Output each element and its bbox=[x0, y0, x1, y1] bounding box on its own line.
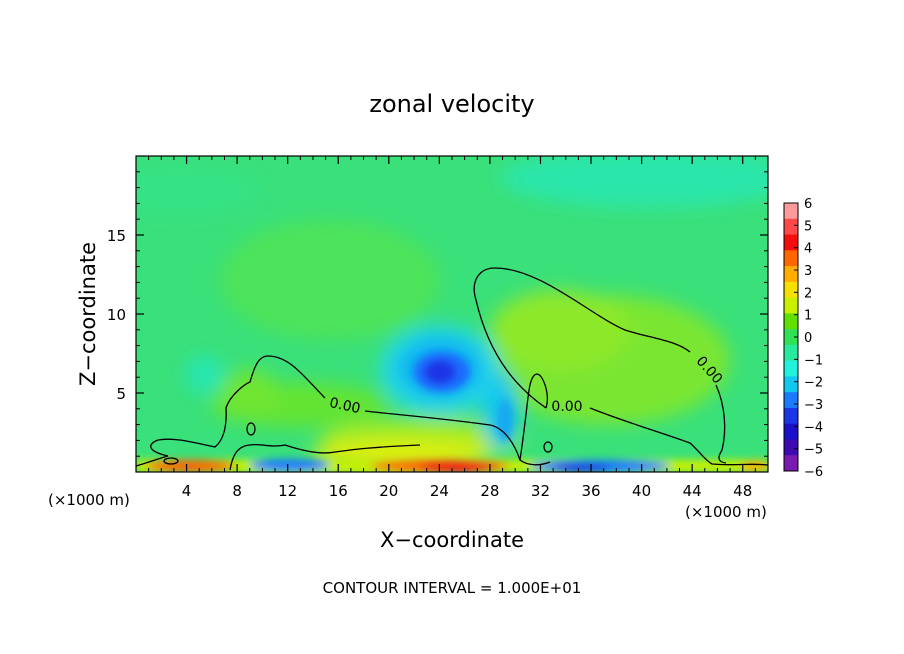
colorbar-swatch bbox=[784, 281, 798, 298]
chart-title: zonal velocity bbox=[369, 90, 534, 118]
colorbar-swatch bbox=[784, 360, 798, 377]
colorbar-tick-label: 5 bbox=[804, 219, 812, 234]
x-tick-label: 44 bbox=[683, 482, 702, 500]
colorbar-swatch bbox=[784, 423, 798, 440]
colorbar-swatch bbox=[784, 203, 798, 220]
x-tick-label: 4 bbox=[182, 482, 192, 500]
colorbar-swatch bbox=[784, 234, 798, 251]
colorbar-swatch bbox=[784, 313, 798, 330]
colorbar-tick-label: 6 bbox=[804, 197, 812, 212]
contour-label: 0.00 bbox=[551, 399, 582, 415]
x-tick-label: 16 bbox=[329, 482, 348, 500]
x-tick-label: 36 bbox=[581, 482, 600, 500]
contour-label: 0.00 bbox=[328, 395, 362, 417]
x-tick-label: 12 bbox=[278, 482, 297, 500]
colorbar-swatch bbox=[784, 455, 798, 472]
colorbar-swatch bbox=[784, 376, 798, 393]
colorbar-swatch bbox=[784, 266, 798, 283]
x-tick-label: 8 bbox=[232, 482, 242, 500]
x-tick-label: 20 bbox=[379, 482, 398, 500]
x-unit-left: (×1000 m) bbox=[48, 491, 130, 509]
colorbar-tick-label: −4 bbox=[804, 420, 823, 435]
x-tick-label: 40 bbox=[632, 482, 651, 500]
x-tick-label: 24 bbox=[430, 482, 449, 500]
colorbar-swatch bbox=[784, 218, 798, 235]
colorbar-tick-label: −3 bbox=[804, 398, 823, 413]
colorbar-swatch bbox=[784, 407, 798, 425]
colorbar-tick-label: 0 bbox=[804, 331, 812, 346]
colorbar-tick-label: 1 bbox=[804, 309, 812, 324]
x-axis: 4 8 12 16 20 24 28 32 36 40 44 48 bbox=[148, 156, 756, 500]
colorbar-tick-label: −2 bbox=[804, 376, 823, 391]
y-axis-title: Z−coordinate bbox=[76, 242, 100, 386]
x-axis-title: X−coordinate bbox=[380, 528, 524, 552]
x-tick-label: 28 bbox=[480, 482, 499, 500]
colorbar: 6 5 4 3 2 1 0 −1 −2 −3 −4 −5 −6 bbox=[783, 197, 823, 480]
colorbar-swatch bbox=[784, 297, 798, 314]
colorbar-tick-label: 2 bbox=[804, 286, 812, 301]
colorbar-swatch bbox=[784, 344, 798, 361]
y-axis: 5 10 15 bbox=[107, 171, 768, 457]
colorbar-tick-label: 4 bbox=[804, 242, 812, 257]
heatmap-field bbox=[136, 156, 768, 472]
y-tick-label: 10 bbox=[107, 306, 126, 324]
y-tick-label: 5 bbox=[116, 385, 126, 403]
colorbar-swatch bbox=[784, 392, 798, 409]
colorbar-swatch bbox=[784, 329, 798, 346]
x-tick-label: 48 bbox=[733, 482, 752, 500]
colorbar-tick-label: −5 bbox=[804, 443, 823, 458]
x-unit-right: (×1000 m) bbox=[685, 503, 767, 521]
contour-lines bbox=[136, 267, 768, 471]
colorbar-tick-label: 3 bbox=[804, 264, 812, 279]
contour-interval-note: CONTOUR INTERVAL = 1.000E+01 bbox=[323, 579, 582, 597]
colorbar-tick-label: −1 bbox=[804, 353, 823, 368]
colorbar-swatch bbox=[784, 250, 798, 267]
colorbar-swatch bbox=[784, 439, 798, 456]
y-tick-label: 15 bbox=[107, 227, 126, 245]
colorbar-tick-label: −6 bbox=[804, 465, 823, 480]
x-tick-label: 32 bbox=[531, 482, 550, 500]
